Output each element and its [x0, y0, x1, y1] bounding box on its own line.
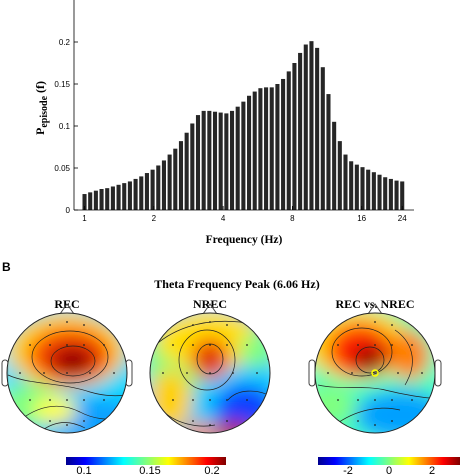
- histogram-bar: [326, 94, 331, 210]
- left-ear-icon: [308, 359, 316, 387]
- y-tick-label: 0.15: [54, 80, 70, 89]
- panel-b-title: Theta Frequency Peak (6.06 Hz): [154, 277, 319, 291]
- histogram-bar: [315, 47, 320, 210]
- x-tick-label: 1: [82, 214, 87, 223]
- colorbar-tvalue-label-2: 2: [429, 465, 435, 474]
- highlighted-electrode-marker: [371, 369, 379, 377]
- colorbar-tvalue: -2 0 2: [318, 457, 460, 474]
- nose-icon: [367, 303, 383, 315]
- colorbar-amplitude-label-0: 0.1: [76, 465, 91, 474]
- histogram-bar: [383, 177, 388, 210]
- histogram-bar: [99, 189, 104, 210]
- x-tick-label: 4: [221, 214, 226, 223]
- panel-b-label: B: [2, 260, 11, 274]
- topomap-nrec: [149, 303, 271, 434]
- histogram-bar: [275, 84, 280, 210]
- y-axis-label: Pepisode(f): [33, 81, 50, 135]
- y-tick-label: 0: [66, 206, 71, 215]
- histogram-bar: [400, 181, 405, 210]
- x-tick-label: 2: [152, 214, 157, 223]
- histogram-bar: [93, 190, 98, 210]
- histogram-bar: [201, 110, 206, 210]
- histogram-bar: [156, 165, 161, 210]
- histogram-bar: [127, 181, 132, 210]
- histogram-bar: [309, 41, 314, 210]
- histogram-bar: [167, 154, 172, 210]
- histogram-bar: [343, 154, 348, 210]
- histogram-bar: [218, 112, 223, 210]
- panel-b-topomaps: B Theta Frequency Peak (6.06 Hz) REC NRE…: [1, 260, 460, 474]
- nose-icon: [202, 303, 218, 315]
- histogram-bar: [122, 183, 127, 210]
- histogram-bar: [178, 141, 184, 210]
- histogram-bar: [320, 67, 325, 210]
- histogram-bar: [235, 106, 240, 210]
- x-axis-ticks: 1 2 4 8 16 24: [82, 206, 407, 223]
- histogram-bar: [88, 192, 93, 210]
- histogram-bar: [247, 95, 252, 210]
- histogram-bar: [371, 172, 376, 210]
- histogram-bar: [184, 132, 189, 210]
- histogram-bar: [150, 169, 155, 210]
- histogram-bar: [139, 176, 144, 210]
- histogram-bar: [241, 101, 246, 210]
- right-ear-icon: [434, 359, 442, 387]
- histogram-bar: [377, 174, 382, 210]
- histogram-bar: [82, 194, 87, 210]
- histogram-bar: [190, 123, 195, 210]
- svg-text:Pepisode(f): Pepisode(f): [33, 81, 50, 135]
- histogram-bar: [298, 52, 303, 210]
- y-axis-ticks: 0 0.05 0.1 0.15 0.2: [54, 38, 78, 215]
- histogram-bar: [258, 88, 263, 210]
- x-axis-label: Frequency (Hz): [206, 234, 283, 246]
- histogram-bar: [207, 110, 212, 210]
- x-tick-label: 16: [357, 214, 366, 223]
- histogram-bar: [116, 184, 121, 210]
- colorbar-amplitude-label-2: 0.2: [204, 465, 219, 474]
- histogram-bar: [212, 111, 218, 210]
- y-tick-label: 0.2: [59, 38, 71, 47]
- histogram-bar: [269, 87, 274, 210]
- histogram-bar: [229, 110, 235, 210]
- histogram-bar: [303, 44, 308, 210]
- histogram-bar: [264, 87, 269, 210]
- x-tick-label: 8: [290, 214, 295, 223]
- colorbar-amplitude: 0.1 0.15 0.2: [66, 457, 226, 474]
- nose-icon: [59, 303, 75, 315]
- colorbar-amplitude-label-1: 0.15: [139, 465, 160, 474]
- x-tick-label: 24: [398, 214, 407, 223]
- histogram-bar: [144, 173, 149, 210]
- histogram-bar: [161, 160, 166, 210]
- topomap-rec: [1, 303, 133, 434]
- histogram-bar: [252, 91, 257, 210]
- histogram-bar: [388, 178, 393, 210]
- y-tick-label: 0.05: [54, 164, 70, 173]
- histogram-bar: [195, 115, 201, 210]
- histogram-bar: [281, 78, 286, 211]
- histogram-bar: [105, 188, 110, 210]
- histogram-bar: [349, 161, 354, 210]
- histogram-bar: [286, 71, 291, 211]
- histogram-bar: [110, 186, 115, 210]
- histogram-bar: [366, 169, 371, 210]
- histogram-bar: [224, 113, 229, 210]
- histogram-bar: [133, 178, 138, 210]
- panel-a-histogram: 00.050.10.150.2 1 2 4 8 16 24 Frequency (Hz) …: [33, 0, 414, 246]
- histogram-bar: [173, 148, 178, 210]
- histogram-bar: [337, 141, 342, 210]
- histogram-bar: [292, 63, 297, 210]
- colorbar-tvalue-label-1: 0: [386, 465, 392, 474]
- y-tick-label: 0.1: [59, 122, 71, 131]
- colorbar-tvalue-label-0: -2: [343, 465, 353, 474]
- histogram-bar: [360, 167, 365, 210]
- topomap-rec-vs-nrec: [308, 303, 442, 434]
- histogram-bars: [82, 41, 405, 211]
- histogram-bar: [332, 121, 337, 210]
- histogram-bar: [354, 164, 359, 210]
- histogram-bar: [394, 180, 399, 210]
